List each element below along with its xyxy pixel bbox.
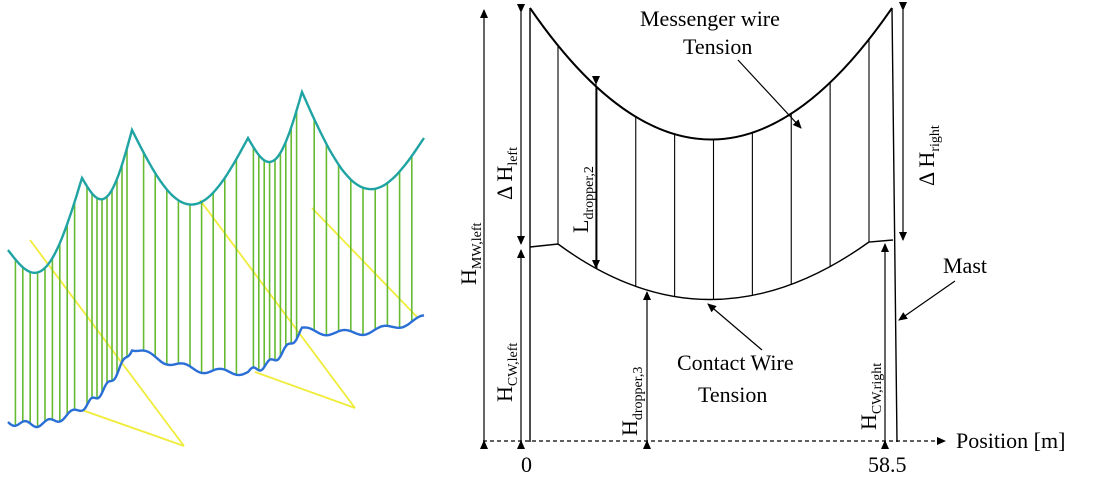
delta-h-left-label: Δ Hleft (492, 147, 521, 200)
catenary-3d-view (7, 88, 425, 447)
messenger-wire-label: Messenger wire (640, 6, 780, 31)
h-mw-left-label: HMW,left (456, 222, 485, 285)
messenger-tension-arrow (737, 59, 802, 129)
contact-tension-arrow (707, 303, 763, 351)
contact-tension-label: Tension (698, 382, 767, 407)
track-line (81, 409, 185, 447)
h-cw-right-label: HCW,right (856, 363, 885, 430)
droppers (557, 39, 870, 300)
right-mast (891, 7, 898, 443)
contact-wire (529, 239, 894, 301)
messenger-tension-label: Tension (683, 34, 752, 59)
messenger-wire-3d (7, 88, 425, 274)
track-line (199, 199, 356, 409)
h-cw-left-label: HCW,left (492, 343, 521, 402)
track-line (311, 207, 419, 319)
track-line (254, 371, 356, 409)
messenger-wire (529, 7, 893, 141)
contact-wire-3d (7, 314, 425, 429)
x-end-label: 58.5 (868, 452, 907, 477)
mast-label: Mast (943, 253, 987, 278)
l-dropper-2-label: Ldropper,2 (568, 166, 597, 233)
x-start-label: 0 (521, 452, 532, 477)
position-axis-label: Position [m] (956, 428, 1065, 453)
catenary-schematic: Position [m] 0 58.5 HMW,left HCW,left Δ … (456, 2, 1065, 477)
mast-arrow (898, 280, 956, 321)
contact-wire-label: Contact Wire (677, 350, 794, 375)
delta-h-right-label: Δ Hright (914, 125, 943, 186)
droppers-3d (14, 110, 413, 427)
h-dropper-3-label: Hdropper,3 (617, 367, 646, 436)
